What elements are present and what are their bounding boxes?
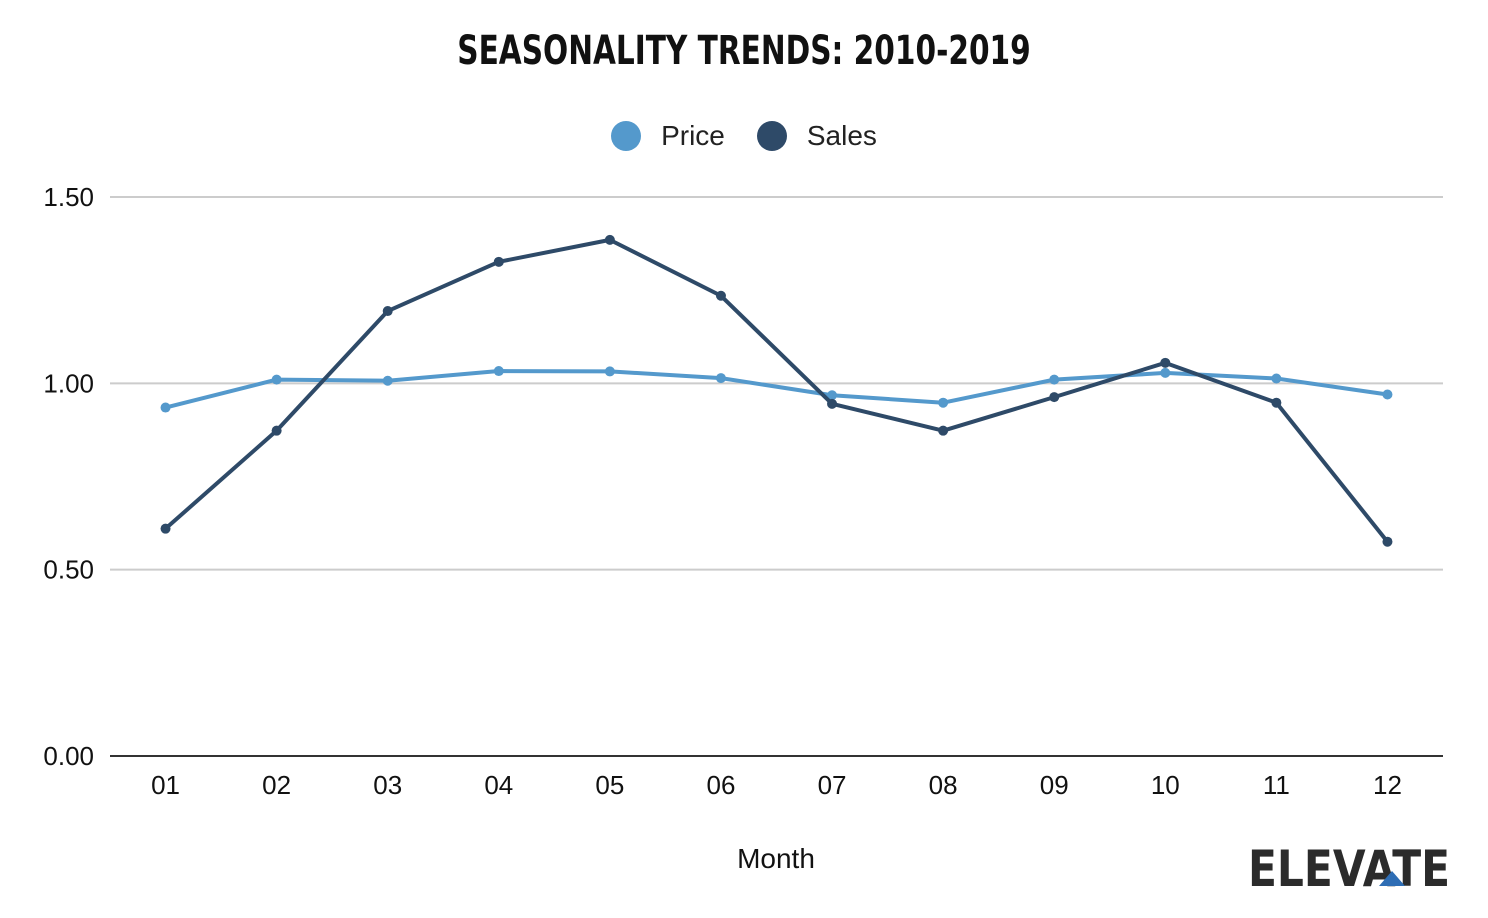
x-tick-label-05: 05 xyxy=(595,770,624,800)
legend-swatch-price xyxy=(611,121,642,151)
data-point-sales-06 xyxy=(715,290,726,301)
data-point-sales-12 xyxy=(1382,536,1393,547)
data-point-price-03 xyxy=(382,375,393,386)
data-point-price-09 xyxy=(1049,374,1060,385)
logo-wordmark: ELEVATE xyxy=(1248,840,1450,894)
x-tick-label-04: 04 xyxy=(484,770,513,800)
data-point-price-07 xyxy=(827,390,838,401)
x-tick-label-01: 01 xyxy=(151,770,180,800)
data-point-price-08 xyxy=(938,397,949,408)
data-point-sales-07 xyxy=(827,398,838,409)
axes: 0.00 0.50 1.00 1.50 01 02 03 04 05 06 07 08 09 10 11 12 xyxy=(43,182,1443,800)
data-point-price-06 xyxy=(715,373,726,384)
legend-item-price[interactable]: Price xyxy=(611,120,725,152)
data-point-sales-01 xyxy=(160,523,171,534)
x-tick-label-06: 06 xyxy=(706,770,735,800)
data-point-price-10 xyxy=(1160,367,1171,378)
y-tick-label-0.50: 0.50 xyxy=(43,555,94,585)
data-point-sales-10 xyxy=(1160,357,1171,368)
y-tick-label-0.00: 0.00 xyxy=(43,741,94,771)
data-point-price-01 xyxy=(160,402,171,413)
data-point-sales-02 xyxy=(271,425,282,436)
legend: Price Sales xyxy=(0,114,1488,158)
logo-accent-triangle xyxy=(1379,871,1405,886)
data-point-sales-08 xyxy=(938,425,949,436)
data-point-sales-05 xyxy=(604,234,615,245)
data-point-price-04 xyxy=(493,366,504,377)
series-line-sales xyxy=(163,237,1390,544)
x-axis-title: Month xyxy=(737,843,815,874)
series-line-price xyxy=(163,369,1390,410)
x-tick-label-07: 07 xyxy=(818,770,847,800)
data-point-sales-03 xyxy=(382,306,393,317)
y-tick-label-1.50: 1.50 xyxy=(43,182,94,212)
elevate-logo: ELEVATE xyxy=(1248,840,1450,894)
series-sales xyxy=(160,234,1393,547)
series xyxy=(160,234,1393,547)
data-point-price-12 xyxy=(1382,389,1393,400)
data-point-price-02 xyxy=(271,374,282,385)
legend-label-price: Price xyxy=(661,120,725,151)
data-point-sales-11 xyxy=(1271,397,1282,408)
x-tick-label-03: 03 xyxy=(373,770,402,800)
gridlines xyxy=(110,196,1443,571)
y-tick-label-1.00: 1.00 xyxy=(43,368,94,398)
x-tick-label-12: 12 xyxy=(1373,770,1402,800)
series-price xyxy=(160,366,1393,413)
data-point-price-05 xyxy=(604,366,615,377)
x-tick-label-02: 02 xyxy=(262,770,291,800)
legend-label-sales: Sales xyxy=(806,120,877,151)
chart-title: SEASONALITY TRENDS: 2010-2019 xyxy=(457,28,1031,74)
x-tick-label-10: 10 xyxy=(1151,770,1180,800)
data-point-price-11 xyxy=(1271,373,1282,384)
x-tick-label-11: 11 xyxy=(1263,770,1290,800)
x-tick-label-09: 09 xyxy=(1040,770,1069,800)
x-tick-label-08: 08 xyxy=(929,770,958,800)
data-point-sales-09 xyxy=(1049,392,1060,403)
legend-swatch-sales xyxy=(756,121,787,151)
data-point-sales-04 xyxy=(493,256,504,267)
legend-item-sales[interactable]: Sales xyxy=(756,120,877,152)
